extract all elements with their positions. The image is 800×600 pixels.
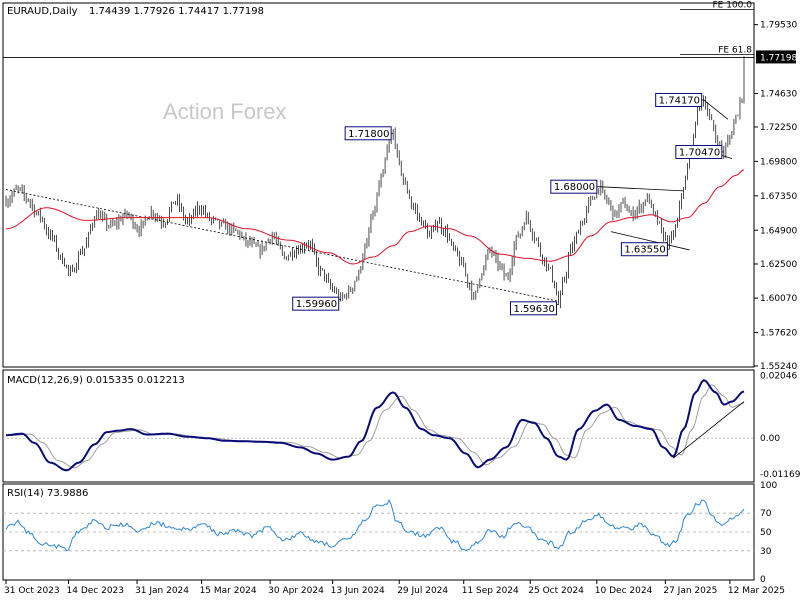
label-box bbox=[509, 301, 557, 316]
rsi-tick-label: 0 bbox=[760, 575, 766, 585]
moving-average bbox=[5, 169, 745, 265]
fibo-label: FE 61.8 bbox=[718, 46, 752, 56]
macd-indicator: 0.02046 0.00 -0.011697 bbox=[3, 372, 800, 480]
current-price-box bbox=[756, 50, 796, 64]
rsi-indicator: 100 70 50 30 0 bbox=[3, 481, 777, 585]
price-pane-frame bbox=[2, 2, 755, 368]
time-tick-label: 29 Jul 2024 bbox=[397, 586, 448, 596]
rsi-tick-label: 50 bbox=[760, 528, 772, 538]
rsi-tick-label: 100 bbox=[760, 481, 777, 491]
label-box bbox=[292, 296, 340, 311]
macd-tick-label: 0.00 bbox=[760, 434, 780, 444]
ohlc-high: 1.77926 bbox=[134, 6, 175, 17]
symbol-title: EURAUD,Daily bbox=[7, 6, 78, 17]
price-labels: 1.71800 1.59960 1.59630 1.68000 1.63550 1.741… bbox=[292, 92, 724, 316]
candles bbox=[5, 56, 745, 309]
time-tick-label: 31 Oct 2023 bbox=[4, 586, 60, 596]
time-tick-label: 11 Sep 2024 bbox=[462, 586, 519, 596]
ohlc-open: 1.74439 bbox=[89, 6, 130, 17]
label-text: 1.59960 bbox=[296, 299, 337, 310]
time-tick-label: 30 Apr 2024 bbox=[268, 586, 324, 596]
macd-tick-label: -0.011697 bbox=[760, 470, 800, 480]
label-text: 1.74170 bbox=[659, 95, 700, 106]
time-tick-label: 10 Dec 2024 bbox=[595, 586, 653, 596]
ohlc-values: 1.74439 1.77926 1.74417 1.77198 bbox=[89, 6, 264, 17]
macd-title: MACD(12,26,9) 0.015335 0.012213 bbox=[7, 375, 185, 386]
macd-trendline bbox=[673, 401, 745, 459]
price-tick-label: 1.62500 bbox=[760, 260, 797, 270]
time-tick-label: 13 Jun 2024 bbox=[331, 586, 385, 596]
label-box bbox=[550, 179, 598, 194]
label-box bbox=[675, 144, 723, 159]
time-tick-label: 14 Dec 2023 bbox=[67, 586, 125, 596]
ohlc-low: 1.74417 bbox=[178, 6, 219, 17]
price-tick-label: 1.55240 bbox=[760, 362, 797, 372]
price-tick-label: 1.74630 bbox=[760, 90, 797, 100]
ohlc-close: 1.77198 bbox=[223, 6, 264, 17]
macd-line bbox=[5, 379, 745, 472]
resistance-line bbox=[598, 186, 684, 192]
time-tick-label: 27 Jan 2025 bbox=[663, 586, 717, 596]
time-tick-label: 25 Oct 2024 bbox=[528, 586, 584, 596]
rsi-tick-label: 70 bbox=[760, 509, 772, 519]
price-tick-label: 1.64900 bbox=[760, 226, 797, 236]
ma-line bbox=[5, 169, 745, 265]
label-box bbox=[655, 92, 703, 107]
label-text: 1.59630 bbox=[513, 304, 554, 315]
current-price-tag: 1.77198 bbox=[760, 53, 797, 63]
price-tick-label: 1.79530 bbox=[760, 21, 797, 31]
long-dashed-trendline bbox=[5, 189, 559, 302]
support-line bbox=[610, 231, 690, 251]
channel-upper bbox=[703, 99, 729, 120]
price-tick-label: 1.60070 bbox=[760, 294, 797, 304]
price-tick-label: 1.67350 bbox=[760, 192, 797, 202]
watermark: Action Forex bbox=[163, 99, 287, 124]
price-tick-label: 1.57620 bbox=[760, 329, 797, 339]
macd-pane-frame bbox=[2, 369, 755, 483]
rsi-title: RSI(14) 73.9886 bbox=[7, 488, 88, 499]
macd-tick-label: 0.02046 bbox=[760, 372, 797, 382]
rsi-tick-label: 30 bbox=[760, 547, 772, 557]
label-box bbox=[344, 126, 392, 141]
label-text: 1.68000 bbox=[554, 182, 595, 193]
trendlines bbox=[5, 99, 733, 302]
price-tick-label: 1.72250 bbox=[760, 123, 797, 133]
time-tick-label: 15 Mar 2024 bbox=[200, 586, 257, 596]
macd-signal-line bbox=[6, 384, 745, 469]
label-text: 1.63550 bbox=[624, 245, 665, 256]
rsi-line bbox=[5, 498, 745, 552]
time-tick-label: 12 Mar 2025 bbox=[728, 586, 785, 596]
price-axis: 1.79530 1.77198 1.74630 1.72250 1.69800 1.673… bbox=[3, 21, 797, 372]
time-tick-label: 31 Jan 2024 bbox=[135, 586, 189, 596]
price-tick-label: 1.69800 bbox=[760, 157, 797, 167]
time-axis: 31 Oct 2023 14 Dec 2023 31 Jan 2024 15 Mar … bbox=[4, 580, 785, 596]
label-box bbox=[620, 242, 668, 257]
fibo-label: FE 100.0 bbox=[713, 1, 753, 11]
fibo-levels: FE 100.0 FE 61.8 bbox=[680, 1, 754, 56]
label-text: 1.71800 bbox=[348, 129, 389, 140]
label-text: 1.70470 bbox=[679, 147, 720, 158]
